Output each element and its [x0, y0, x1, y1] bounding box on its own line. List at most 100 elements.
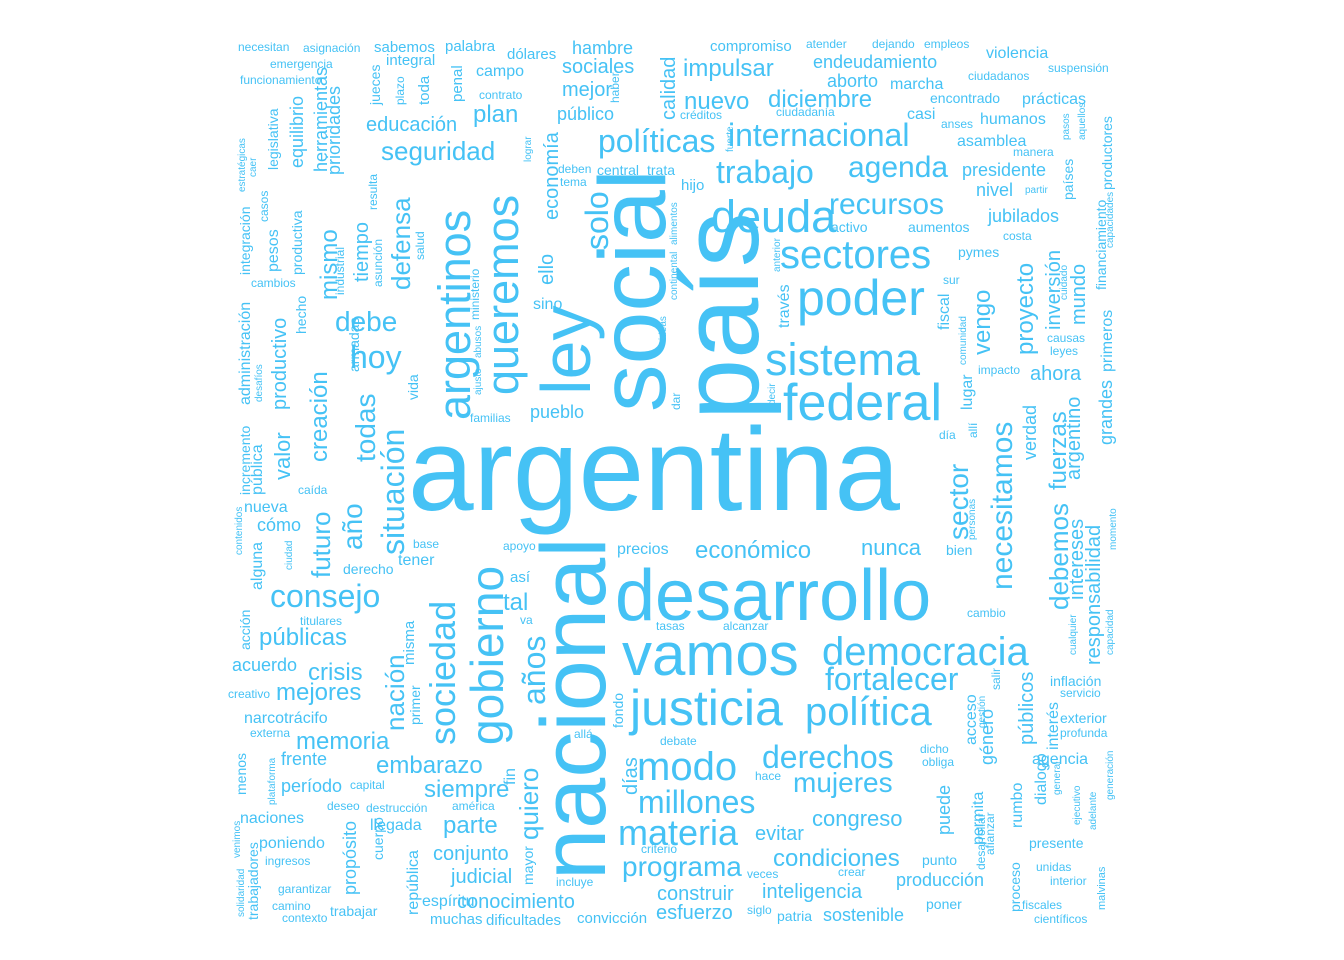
word-271: capacidad [1105, 609, 1116, 655]
word-118: ciudadanos [968, 69, 1029, 83]
word-268: ejecutivo [1072, 785, 1083, 825]
word-103: primeros [1099, 310, 1116, 372]
word-14: democracia [822, 630, 1030, 674]
word-137: fin [502, 768, 519, 785]
word-96: inversión [1043, 250, 1065, 330]
word-233: obliga [922, 755, 954, 769]
word-125: poniendo [259, 835, 325, 852]
word-262: interior [1050, 874, 1087, 888]
word-188: fiscal [936, 294, 953, 330]
word-167: caer [248, 157, 259, 177]
word-128: espíritu [422, 893, 474, 910]
word-127: república [405, 850, 422, 915]
word-149: poner [926, 896, 962, 912]
word-139: rumbo [1009, 783, 1026, 828]
word-225: destrucción [366, 801, 427, 815]
word-215: ciudad [284, 541, 295, 570]
word-33: agenda [848, 151, 948, 184]
word-67: creación [306, 371, 333, 462]
word-80: evitar [755, 823, 804, 845]
word-295: contexto [282, 911, 328, 925]
word-122: frente [281, 749, 327, 769]
word-160: alguna [249, 542, 266, 590]
word-4: desarrollo [615, 556, 931, 636]
word-291: solidaridad [236, 869, 247, 917]
word-210: alcanzar [723, 619, 768, 633]
word-179: penal [449, 65, 466, 102]
word-231: crear [838, 865, 865, 879]
word-56: públicas [259, 624, 347, 651]
word-198: ajuste [473, 368, 484, 395]
word-89: públicos [1016, 672, 1038, 745]
word-248: impacto [978, 363, 1020, 377]
word-124: naciones [240, 810, 304, 827]
word-277: cuidado [1059, 265, 1070, 300]
word-131: convicción [577, 910, 647, 927]
word-279: partir [1025, 185, 1048, 196]
word-216: acción [237, 610, 253, 650]
word-8: federal [783, 374, 942, 432]
word-60: economía [541, 131, 563, 220]
word-201: dar [669, 393, 683, 410]
word-121: narcotrácifo [244, 710, 328, 727]
word-126: propósito [340, 821, 360, 895]
word-148: proceso [1007, 862, 1023, 912]
word-193: cambios [251, 276, 296, 290]
word-247: comunidad [958, 316, 969, 365]
word-152: siglo [747, 903, 772, 917]
word-290: desafíos [254, 364, 265, 402]
word-187: empleos [924, 37, 969, 51]
word-239: central [597, 162, 639, 178]
word-218: externa [250, 726, 290, 740]
word-281: pasos [1061, 113, 1072, 140]
word-132: precios [617, 541, 669, 558]
word-258: gestión [977, 696, 988, 728]
word-244: pymes [958, 244, 999, 260]
word-287: casos [257, 191, 271, 222]
word-116: asamblea [957, 133, 1026, 150]
word-278: capacidades [1105, 192, 1116, 248]
word-22: años [516, 636, 552, 705]
word-75: prioridades [324, 86, 344, 175]
word-202: ideas [658, 316, 669, 340]
word-120: acuerdo [232, 655, 297, 675]
word-207: así [510, 569, 531, 586]
word-164: pesos [265, 229, 282, 272]
word-236: fondo [610, 693, 626, 728]
word-169: legislativa [265, 108, 281, 170]
word-296: fuerte [725, 126, 736, 152]
word-170: funcionamiento [240, 73, 322, 87]
word-197: ministerio [468, 268, 482, 320]
word-256: cambio [967, 606, 1006, 620]
word-79: congreso [812, 806, 903, 831]
word-174: sabemos [374, 39, 435, 56]
word-196: salud [413, 231, 427, 260]
word-184: ciudadanía [776, 105, 835, 119]
word-235: debate [660, 734, 697, 748]
word-76: económico [695, 537, 811, 564]
word-35: mujeres [793, 767, 893, 798]
word-155: trabajar [330, 903, 378, 919]
word-28: fortalecer [825, 661, 959, 697]
word-288: contenidos [234, 507, 245, 555]
word-83: esfuerzo [656, 902, 733, 924]
word-30: consejo [270, 578, 380, 614]
word-228: mayor [520, 846, 536, 885]
word-211: apoyo [503, 539, 536, 553]
word-289: caída [298, 483, 328, 497]
word-110: campo [476, 63, 524, 80]
word-45: sector [943, 464, 974, 540]
word-274: momento [1108, 508, 1119, 550]
word-257: salir [989, 668, 1003, 690]
word-264: científicos [1034, 912, 1087, 926]
word-18: modo [637, 745, 737, 789]
word-166: productiva [289, 210, 305, 275]
word-282: aquellos [1077, 103, 1088, 140]
word-143: acceso [963, 694, 980, 745]
word-227: cuerpo [370, 817, 386, 860]
word-111: público [557, 104, 614, 124]
word-0: argentina [408, 404, 900, 536]
word-162: incremento [237, 426, 253, 495]
word-172: necesitan [238, 40, 289, 54]
word-286: resulta [366, 174, 380, 210]
